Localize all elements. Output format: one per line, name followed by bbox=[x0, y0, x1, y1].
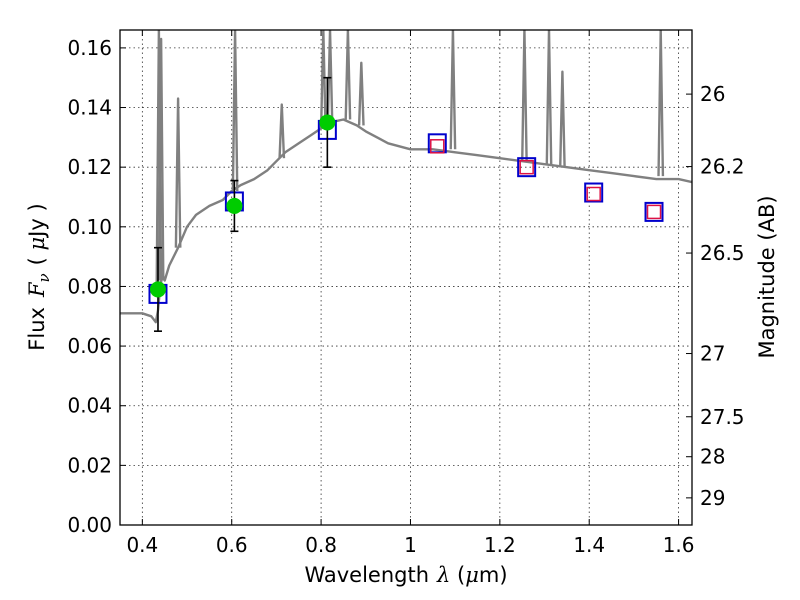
y-tick-label: 0.00 bbox=[67, 513, 112, 537]
observed-point bbox=[149, 281, 166, 298]
mag-tick-label: 26 bbox=[700, 82, 725, 106]
x-tick-label: 1 bbox=[404, 533, 417, 557]
x-tick-label: 0.6 bbox=[216, 533, 248, 557]
x-tick-label: 1.6 bbox=[663, 533, 695, 557]
predicted-flux-box bbox=[646, 204, 662, 220]
grid bbox=[120, 30, 692, 525]
observed-point bbox=[226, 197, 243, 214]
emission-line bbox=[344, 30, 352, 120]
y-tick-label: 0.10 bbox=[67, 215, 112, 239]
ticks: 0.4 0.6 0.8 1 1.2 1.4 1.6 0.00 0.02 0.04 0.06 0.08 0… bbox=[67, 30, 745, 557]
plot-data bbox=[120, 30, 692, 332]
y-tick-label: 0.12 bbox=[67, 155, 112, 179]
x-tick-label: 1.2 bbox=[484, 533, 516, 557]
y-axis-title: FluxFν( μJy ) bbox=[25, 203, 53, 350]
y-tick-label: 0.06 bbox=[67, 334, 112, 358]
y-tick-label: 0.16 bbox=[67, 36, 112, 60]
emission-line bbox=[545, 30, 553, 165]
emission-line bbox=[559, 70, 566, 168]
emission-line bbox=[278, 103, 286, 159]
spectrum-line bbox=[120, 118, 692, 324]
emission-line bbox=[657, 30, 665, 177]
emission-line bbox=[319, 30, 327, 129]
x-axis-title: Wavelength λ (μm) bbox=[304, 563, 507, 587]
mag-tick-label: 28 bbox=[700, 445, 725, 469]
y-tick-label: 0.02 bbox=[67, 453, 112, 477]
model-flux-box bbox=[644, 201, 664, 222]
model-flux-box bbox=[584, 182, 604, 203]
mag-tick-label: 26.2 bbox=[700, 155, 745, 179]
y2-axis-title: Magnitude (AB) bbox=[755, 195, 779, 358]
x-tick-label: 0.4 bbox=[126, 533, 158, 557]
y-tick-label: 0.04 bbox=[67, 394, 112, 418]
emission-line bbox=[449, 30, 457, 150]
y-tick-label: 0.08 bbox=[67, 274, 112, 298]
mag-tick-label: 27 bbox=[700, 342, 725, 366]
model-flux-box bbox=[517, 157, 537, 178]
mag-tick-label: 27.5 bbox=[700, 405, 745, 429]
x-tick-label: 1.4 bbox=[573, 533, 605, 557]
emission-line bbox=[521, 30, 528, 162]
predicted-flux-box bbox=[430, 139, 445, 154]
x-tick-label: 0.8 bbox=[305, 533, 337, 557]
emission-line bbox=[326, 30, 334, 123]
observed-point bbox=[319, 114, 336, 131]
predicted-flux-box bbox=[586, 186, 601, 202]
emission-line bbox=[157, 37, 165, 281]
emission-line bbox=[231, 30, 239, 192]
emission-line bbox=[174, 97, 182, 248]
y-tick-label: 0.14 bbox=[67, 96, 112, 120]
mag-tick-label: 29 bbox=[700, 486, 725, 510]
predicted-flux-box bbox=[519, 159, 534, 175]
mag-tick-label: 26.5 bbox=[700, 241, 745, 265]
plot-frame bbox=[119, 29, 693, 526]
emission-line bbox=[357, 61, 365, 126]
